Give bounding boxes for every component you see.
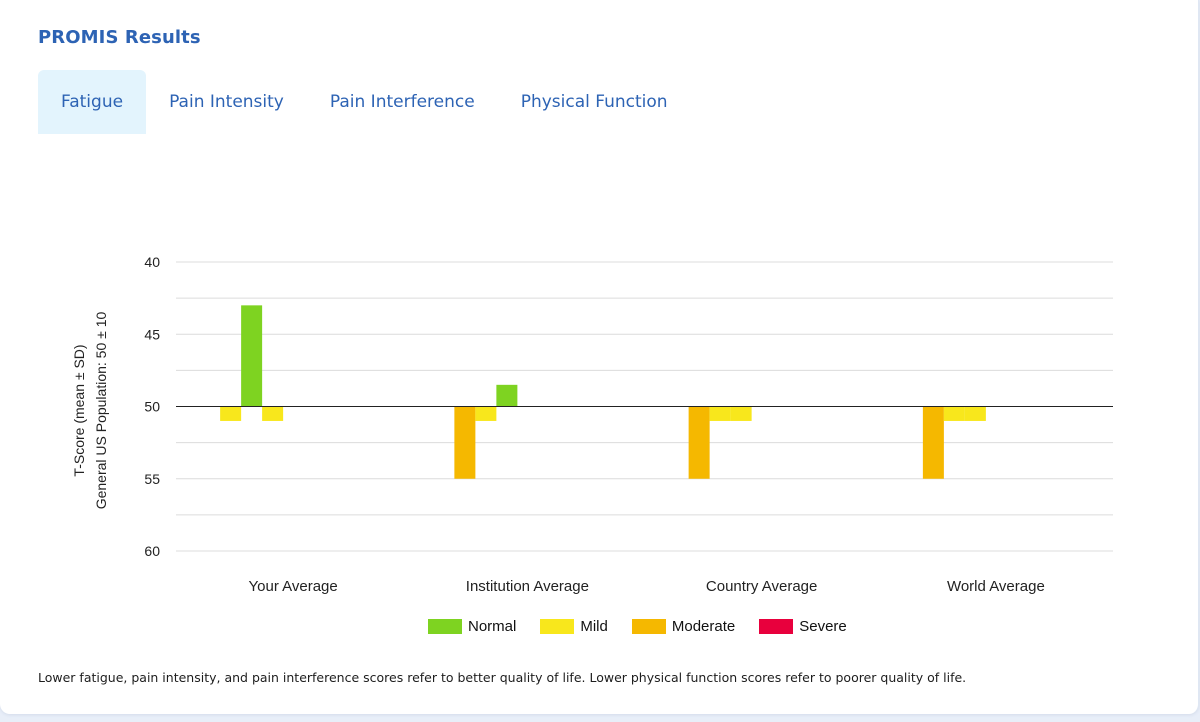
legend-item-moderate[interactable]: Moderate	[631, 618, 736, 635]
y-tick-label: 40	[144, 254, 160, 270]
y-tick-labels: 40 45 50 55 60	[144, 254, 160, 559]
bar-mild[interactable]	[220, 406, 242, 421]
legend-swatch	[540, 619, 575, 634]
tab-physical-function[interactable]: Physical Function	[498, 70, 691, 134]
bar-moderate[interactable]	[454, 406, 476, 479]
x-category-label: Country Average	[706, 578, 817, 595]
bar-mild[interactable]	[709, 406, 731, 421]
legend-item-mild[interactable]: Mild	[540, 618, 608, 635]
legend-item-normal[interactable]: Normal	[428, 618, 516, 635]
legend-label: Normal	[468, 618, 517, 635]
card-title: PROMIS Results	[38, 27, 201, 48]
x-category-label: Institution Average	[466, 578, 589, 595]
y-tick-label: 55	[144, 471, 160, 487]
bar-mild[interactable]	[943, 406, 965, 421]
chart-legend: Normal Mild Moderate Severe	[428, 618, 871, 635]
footnote: Lower fatigue, pain intensity, and pain …	[38, 670, 967, 685]
y-axis-label-line1: T-Score (mean ± SD)	[71, 344, 87, 476]
bar-normal[interactable]	[241, 305, 263, 407]
legend-swatch	[428, 619, 462, 634]
tab-pain-interference[interactable]: Pain Interference	[307, 70, 498, 134]
y-tick-label: 45	[144, 326, 160, 342]
x-category-label: World Average	[947, 578, 1045, 595]
legend-label: Mild	[580, 618, 608, 635]
tab-pain-intensity[interactable]: Pain Intensity	[146, 70, 307, 134]
y-axis-label-line2: General US Population: 50 ± 10	[93, 311, 109, 509]
legend-swatch	[759, 619, 794, 634]
legend-label: Moderate	[671, 618, 736, 635]
bar-normal[interactable]	[496, 384, 518, 407]
legend-label: Severe	[799, 618, 847, 635]
y-axis-label: T-Score (mean ± SD) General US Population…	[71, 311, 109, 509]
bar-mild[interactable]	[964, 406, 986, 421]
tab-label: Pain Intensity	[169, 92, 284, 112]
bar-mild[interactable]	[730, 406, 752, 421]
tab-fatigue[interactable]: Fatigue	[38, 70, 147, 134]
x-category-labels: Your Average Institution Average Country A…	[249, 578, 1045, 595]
bar-mild[interactable]	[475, 406, 497, 421]
legend-swatch	[631, 619, 666, 634]
tab-bar: Fatigue Pain Intensity Pain Interference…	[38, 70, 691, 134]
tab-label: Physical Function	[520, 92, 668, 112]
bar-moderate[interactable]	[688, 406, 710, 479]
legend-item-severe[interactable]: Severe	[759, 618, 847, 635]
bar-mild[interactable]	[262, 406, 284, 421]
bar-moderate[interactable]	[922, 406, 944, 479]
y-tick-label: 50	[144, 399, 160, 415]
tab-label: Fatigue	[61, 92, 124, 112]
x-category-label: Your Average	[249, 578, 338, 595]
tscore-bar-chart: 40 45 50 55 60 Your Average Institution Avera…	[71, 254, 1113, 595]
y-tick-label: 60	[144, 543, 160, 559]
tab-label: Pain Interference	[329, 92, 475, 112]
bars	[220, 305, 986, 479]
